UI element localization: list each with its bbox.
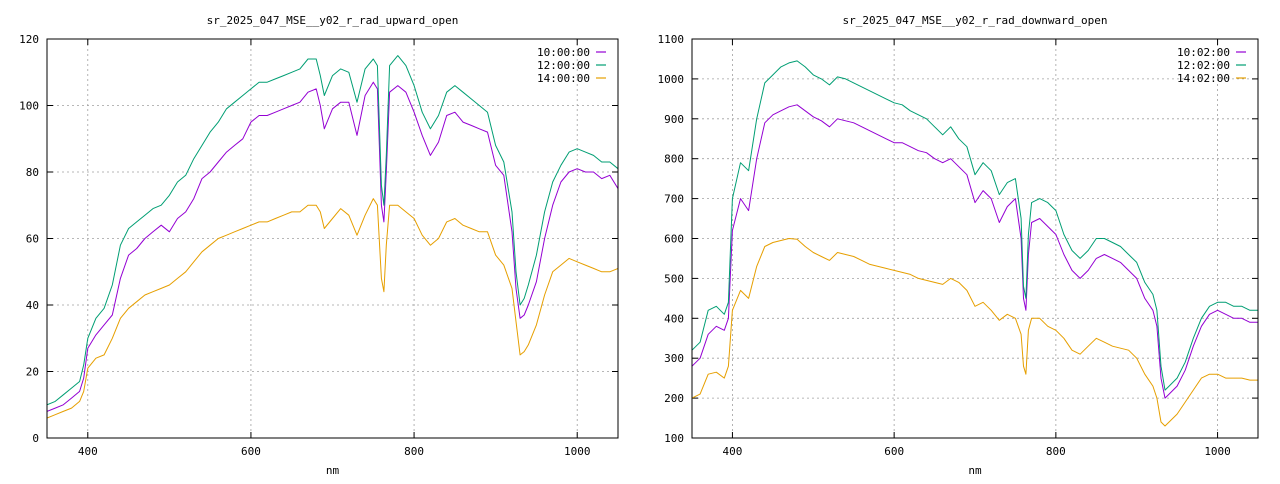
chart-title: sr_2025_047_MSE__y02_r_rad_upward_open (207, 14, 459, 27)
x-tick-label: 800 (404, 445, 424, 458)
x-tick-label: 400 (78, 445, 98, 458)
y-tick-label: 40 (26, 299, 39, 312)
plot-frame (691, 38, 1259, 439)
y-tick-label: 20 (26, 366, 39, 379)
y-tick-label: 100 (19, 100, 39, 113)
series-line-120200 (692, 60, 1258, 391)
y-tick-label: 300 (664, 352, 684, 365)
legend-label: 10:00:00 (537, 46, 590, 59)
y-tick-label: 0 (32, 432, 39, 445)
chart-panel-1: sr_2025_047_MSE__y02_r_rad_upward_open 0 2… (19, 14, 619, 477)
plot-frame (46, 38, 619, 439)
x-tick-label: 400 (722, 445, 742, 458)
y-tick-label: 1000 (658, 73, 685, 86)
x-tick-label: 1000 (564, 445, 591, 458)
y-tick-label: 200 (664, 392, 684, 405)
y-tick-label: 800 (664, 153, 684, 166)
series-line-120000 (47, 55, 618, 406)
chart-panel-2: sr_2025_047_MSE__y02_r_rad_downward_open… (658, 14, 1259, 477)
x-tick-label: 600 (884, 445, 904, 458)
legend-label: 12:00:00 (537, 59, 590, 72)
legend-label: 12:02:00 (1177, 59, 1230, 72)
legend-label: 14:02:00 (1177, 72, 1230, 85)
chart-title: sr_2025_047_MSE__y02_r_rad_downward_open (843, 14, 1108, 27)
y-tick-label: 700 (664, 193, 684, 206)
y-tick-label: 1100 (658, 33, 685, 46)
x-axis-label: nm (968, 464, 982, 477)
legend-label: 10:02:00 (1177, 46, 1230, 59)
x-tick-label: 600 (241, 445, 261, 458)
y-tick-label: 900 (664, 113, 684, 126)
series-line-140200 (692, 238, 1258, 427)
y-tick-label: 80 (26, 166, 39, 179)
y-tick-label: 60 (26, 233, 39, 246)
y-tick-label: 500 (664, 272, 684, 285)
series-line-100000 (47, 81, 618, 412)
x-axis-label: nm (326, 464, 340, 477)
series-line-100200 (692, 104, 1258, 399)
y-tick-label: 600 (664, 233, 684, 246)
x-tick-label: 800 (1046, 445, 1066, 458)
y-tick-label: 100 (664, 432, 684, 445)
series-line-140000 (47, 198, 618, 419)
y-tick-label: 120 (19, 33, 39, 46)
y-tick-label: 400 (664, 312, 684, 325)
x-tick-label: 1000 (1204, 445, 1231, 458)
legend-label: 14:00:00 (537, 72, 590, 85)
